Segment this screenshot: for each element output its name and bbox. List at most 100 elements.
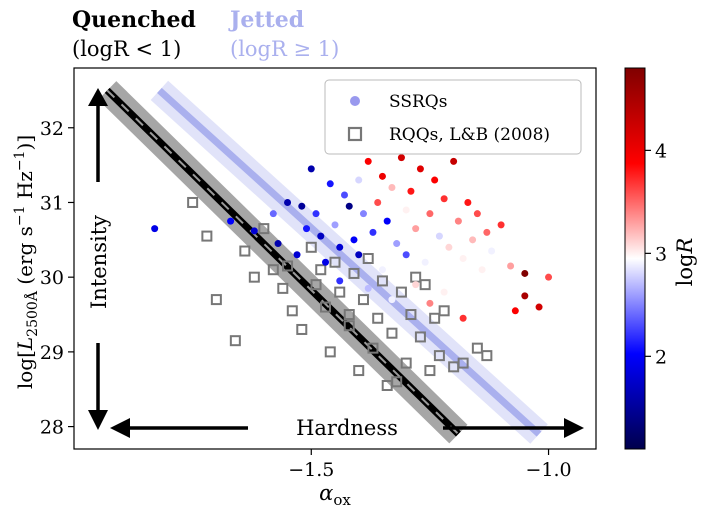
ssrq-point — [393, 240, 401, 248]
rqq-point — [362, 253, 374, 264]
ssrq-point — [469, 236, 477, 244]
ssrq-point — [521, 269, 529, 277]
ssrq-point — [464, 198, 472, 206]
rqq-point — [286, 305, 298, 317]
rqq-point — [414, 331, 426, 343]
ssrq-point — [407, 187, 415, 195]
y-tick-label: 28 — [40, 417, 64, 439]
rqq-point — [305, 241, 317, 253]
ssrq-point — [336, 243, 344, 251]
quenched-subtitle: (logR < 1) — [72, 37, 181, 61]
rqq-point — [405, 309, 417, 321]
ssrq-point — [454, 217, 462, 225]
ssrq-point — [359, 210, 367, 218]
y-tick-label: 32 — [40, 118, 64, 140]
legend-ssrq-label: SSRQs — [389, 92, 447, 112]
ssrq-point — [317, 232, 325, 240]
colorbar-tick-label: 4 — [655, 140, 667, 162]
ssrq-point — [355, 176, 363, 184]
x-axis-label: αox — [319, 481, 351, 509]
ssrq-point — [293, 251, 301, 259]
ssrq-point — [227, 217, 235, 225]
ssrq-point — [478, 266, 486, 274]
ssrq-point — [488, 247, 496, 255]
y-axis-label: log[L2500Å (erg s−1 Hz−1)] — [12, 135, 41, 389]
rqq-point — [376, 275, 388, 287]
legend-ssrq-marker — [350, 96, 360, 106]
rqq-point — [267, 264, 279, 276]
ssrq-point — [473, 210, 481, 218]
ssrq-point — [507, 262, 515, 270]
rqq-point — [395, 286, 407, 298]
quenched-title: Quenched — [72, 7, 196, 33]
rqq-point — [386, 327, 398, 339]
intensity-arrow — [88, 88, 108, 430]
rqq-point — [343, 320, 355, 332]
rqq-point — [320, 301, 332, 313]
marks-layer — [98, 80, 553, 444]
ssrq-point — [388, 296, 396, 304]
rqq-point — [282, 260, 294, 272]
ssrq-point — [426, 210, 434, 218]
ssrq-point — [378, 266, 386, 274]
ssrq-point — [151, 225, 159, 233]
jetted-title: Jetted — [228, 7, 304, 33]
ssrq-point — [350, 236, 358, 244]
colorbar — [624, 67, 646, 450]
ssrq-point — [412, 281, 420, 289]
jetted-relation-line — [157, 87, 542, 437]
ssrq-point — [250, 227, 258, 235]
ssrq-point — [331, 221, 339, 229]
rqq-point — [296, 323, 308, 335]
rqq-point — [429, 312, 441, 324]
rqq-point — [324, 346, 336, 358]
x-tick-label: −1.0 — [525, 459, 571, 481]
ssrq-point — [369, 228, 377, 236]
rqq-point — [348, 267, 360, 279]
intensity-label: Intensity — [87, 215, 111, 309]
rqq-point — [210, 294, 222, 306]
ssrq-point — [388, 184, 396, 192]
ssrq-point — [364, 284, 372, 292]
ssrq-point — [374, 198, 382, 206]
ssrq-point — [284, 198, 292, 206]
hardness-label: Hardness — [296, 416, 398, 440]
ssrq-point — [521, 292, 529, 300]
y-tick-label: 30 — [40, 267, 64, 289]
ssrq-point — [303, 225, 311, 233]
rqq-point — [457, 357, 469, 369]
ssrq-point — [497, 221, 505, 229]
rqq-point — [400, 357, 412, 369]
ssrq-point — [440, 288, 448, 296]
rqq-point — [258, 223, 270, 235]
colorbar-label: logR — [673, 238, 697, 287]
ssrq-point — [426, 299, 434, 307]
rqq-point — [315, 264, 327, 276]
ssrq-point — [483, 228, 491, 236]
ssrq-point — [535, 303, 543, 311]
ssrq-point — [416, 165, 424, 173]
rqq-point — [433, 350, 445, 362]
rqq-point — [334, 286, 346, 298]
rqq-point — [481, 350, 493, 362]
rqq-point — [357, 294, 369, 306]
ssrq-point — [511, 307, 519, 315]
ssrq-point — [364, 157, 372, 165]
ssrq-point — [269, 210, 277, 218]
ssrq-point — [298, 202, 306, 210]
ssrq-point — [435, 232, 443, 240]
rqq-point — [248, 271, 260, 283]
ssrq-point — [445, 243, 453, 251]
ssrq-point — [307, 165, 315, 173]
rqq-point — [438, 305, 450, 317]
ssrq-point — [459, 314, 467, 322]
ssrq-point — [345, 202, 353, 210]
rqq-point — [367, 342, 379, 354]
ssrq-point — [322, 258, 330, 266]
rqq-point — [229, 335, 241, 347]
rqq-point — [424, 365, 436, 377]
x-tick-label: −1.5 — [288, 459, 334, 481]
ssrq-point — [336, 277, 344, 285]
ssrq-point — [431, 176, 439, 184]
colorbar-tick-label: 3 — [655, 243, 667, 265]
